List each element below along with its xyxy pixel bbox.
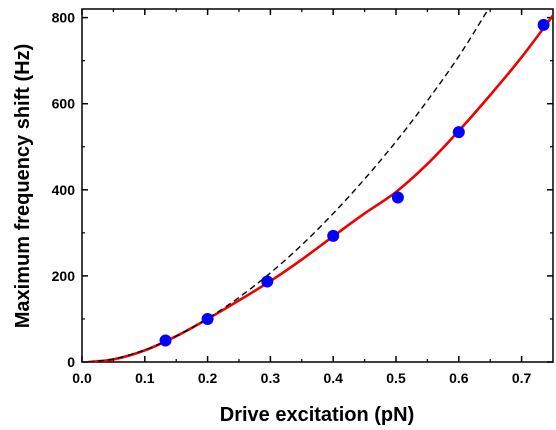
fit-line [88, 14, 553, 362]
plot-frame [81, 8, 554, 363]
y-tick-label: 0 [67, 354, 75, 370]
data-point [391, 191, 404, 204]
data-point [452, 126, 465, 139]
data-point [261, 275, 274, 288]
dashed-line [88, 10, 488, 362]
x-tick-label: 0.3 [261, 370, 281, 386]
x-tick-label: 0.4 [323, 370, 343, 386]
data-point [159, 334, 172, 347]
x-tick-label: 0.2 [198, 370, 218, 386]
series-points [159, 18, 550, 347]
x-tick-label: 0.7 [512, 370, 532, 386]
tick-labels: 0.0 0.1 0.2 0.3 0.4 0.5 0.6 0.7 0 200 400 600 800 [52, 10, 532, 386]
y-tick-label: 200 [52, 268, 76, 284]
axis-ticks [81, 9, 553, 363]
y-tick-label: 800 [52, 10, 76, 26]
x-tick-label: 0.1 [135, 370, 155, 386]
data-point [327, 229, 340, 242]
x-tick-label: 0.0 [72, 370, 92, 386]
data-point [201, 312, 214, 325]
x-tick-label: 0.5 [386, 370, 406, 386]
data-point [537, 18, 550, 31]
x-tick-label: 0.6 [449, 370, 469, 386]
y-axis-title: Maximum frequency shift (Hz) [12, 44, 34, 328]
y-tick-label: 400 [52, 182, 76, 198]
x-axis-title: Drive excitation (pN) [220, 404, 414, 426]
y-tick-label: 600 [52, 96, 76, 112]
series-lines [88, 10, 553, 362]
